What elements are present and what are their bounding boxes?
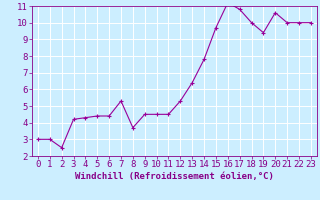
X-axis label: Windchill (Refroidissement éolien,°C): Windchill (Refroidissement éolien,°C) bbox=[75, 172, 274, 181]
